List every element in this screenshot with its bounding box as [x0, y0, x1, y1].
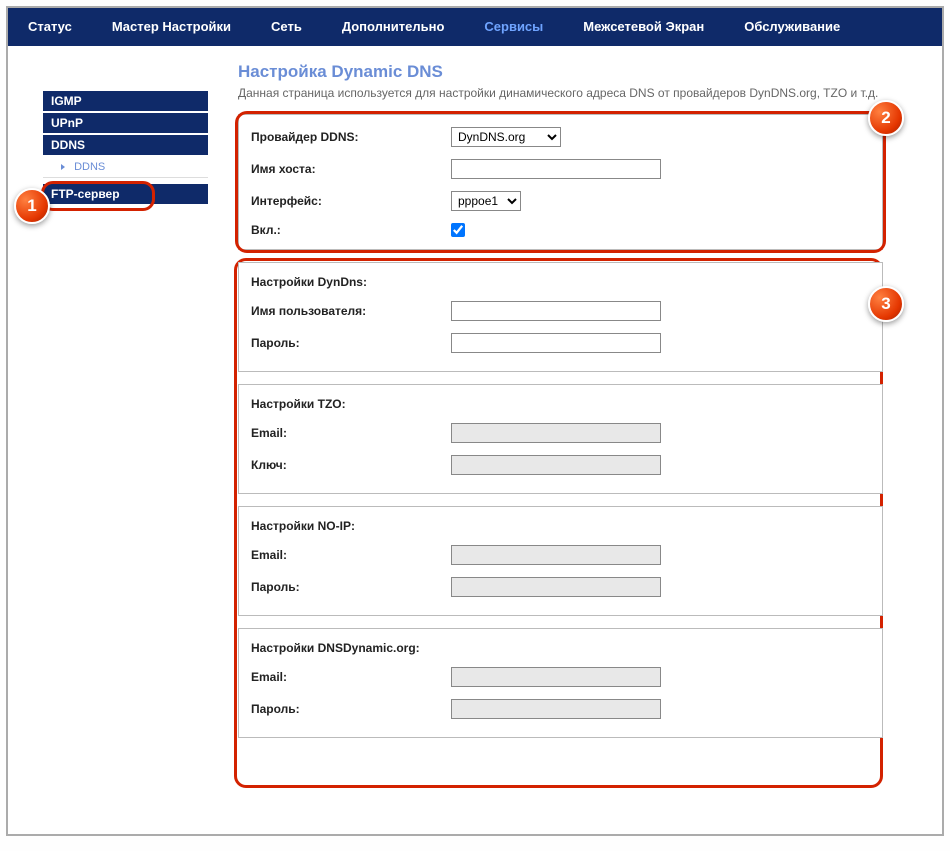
tab-advanced[interactable]: Дополнительно	[322, 8, 465, 46]
tab-services[interactable]: Сервисы	[464, 8, 563, 46]
sidebar-subitem-label: DDNS	[74, 161, 105, 173]
input-noip-pass[interactable]	[451, 577, 661, 597]
select-interface[interactable]: pppoe1	[451, 191, 521, 211]
input-dnsdynamic-pass[interactable]	[451, 699, 661, 719]
input-dyndns-pass[interactable]	[451, 333, 661, 353]
label-hostname: Имя хоста:	[251, 162, 451, 176]
input-hostname[interactable]	[451, 159, 661, 179]
input-tzo-email[interactable]	[451, 423, 661, 443]
input-noip-email[interactable]	[451, 545, 661, 565]
badge-2: 2	[868, 100, 904, 136]
select-provider[interactable]: DynDNS.org	[451, 127, 561, 147]
label-dyndns-pass: Пароль:	[251, 336, 451, 350]
panel-tzo: Настройки TZO: Email: Ключ:	[238, 384, 883, 494]
sidebar-item-igmp[interactable]: IGMP	[43, 91, 208, 111]
sidebar-item-ftp[interactable]: FTP-сервер	[43, 184, 208, 204]
label-interface: Интерфейс:	[251, 194, 451, 208]
content-area: Настройка Dynamic DNS Данная страница ис…	[208, 46, 942, 750]
panel-ddns-main: Провайдер DDNS: DynDNS.org Имя хоста: Ин…	[238, 114, 883, 250]
label-dnsdynamic-email: Email:	[251, 670, 451, 684]
sidebar-item-upnp[interactable]: UPnP	[43, 113, 208, 133]
input-tzo-key[interactable]	[451, 455, 661, 475]
heading-tzo: Настройки TZO:	[251, 397, 346, 411]
heading-noip: Настройки NO-IP:	[251, 519, 355, 533]
input-dnsdynamic-email[interactable]	[451, 667, 661, 687]
panel-noip: Настройки NO-IP: Email: Пароль:	[238, 506, 883, 616]
page-title: Настройка Dynamic DNS	[238, 62, 922, 82]
tab-maintenance[interactable]: Обслуживание	[724, 8, 860, 46]
label-tzo-key: Ключ:	[251, 458, 451, 472]
checkbox-enable[interactable]	[451, 223, 465, 237]
label-noip-pass: Пароль:	[251, 580, 451, 594]
input-dyndns-user[interactable]	[451, 301, 661, 321]
badge-1: 1	[14, 188, 50, 224]
sidebar: IGMP UPnP DDNS DDNS FTP-сервер	[8, 46, 208, 750]
label-dnsdynamic-pass: Пароль:	[251, 702, 451, 716]
tab-status[interactable]: Статус	[8, 8, 92, 46]
chevron-right-icon	[61, 164, 65, 170]
label-dyndns-user: Имя пользователя:	[251, 304, 451, 318]
tab-wizard[interactable]: Мастер Настройки	[92, 8, 251, 46]
label-noip-email: Email:	[251, 548, 451, 562]
page-description: Данная страница используется для настрой…	[238, 86, 922, 100]
label-tzo-email: Email:	[251, 426, 451, 440]
label-enable: Вкл.:	[251, 223, 451, 237]
badge-3: 3	[868, 286, 904, 322]
sidebar-item-ddns[interactable]: DDNS	[43, 135, 208, 155]
top-nav: Статус Мастер Настройки Сеть Дополнитель…	[8, 8, 942, 46]
sidebar-subitem-ddns[interactable]: DDNS	[43, 157, 208, 178]
heading-dnsdynamic: Настройки DNSDynamic.org:	[251, 641, 420, 655]
tab-network[interactable]: Сеть	[251, 8, 322, 46]
heading-dyndns: Настройки DynDns:	[251, 275, 367, 289]
panel-dnsdynamic: Настройки DNSDynamic.org: Email: Пароль:	[238, 628, 883, 738]
tab-firewall[interactable]: Межсетевой Экран	[563, 8, 724, 46]
panel-dyndns: Настройки DynDns: Имя пользователя: Паро…	[238, 262, 883, 372]
label-provider: Провайдер DDNS:	[251, 130, 451, 144]
